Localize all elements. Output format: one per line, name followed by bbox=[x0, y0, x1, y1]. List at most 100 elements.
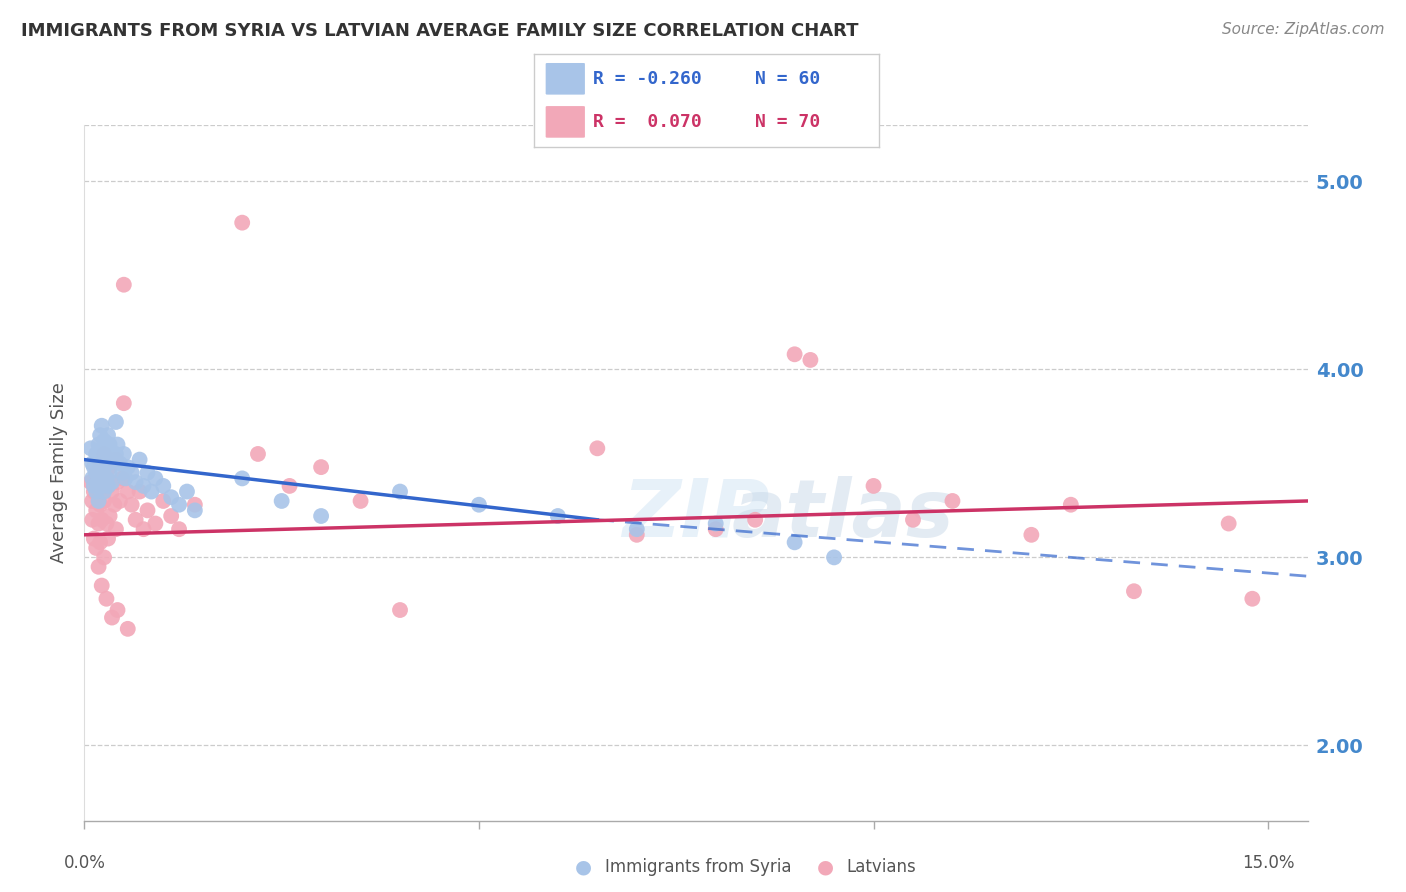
Point bbox=[90, 418, 112, 433]
Point bbox=[87, 559, 110, 574]
Point bbox=[231, 216, 253, 230]
Point bbox=[96, 516, 118, 531]
Point bbox=[97, 456, 120, 470]
Point bbox=[586, 442, 609, 456]
Point bbox=[152, 494, 174, 508]
Point bbox=[84, 466, 107, 480]
Point bbox=[93, 484, 115, 499]
Point bbox=[112, 396, 135, 410]
Point bbox=[89, 475, 111, 490]
Point bbox=[167, 498, 190, 512]
Point bbox=[117, 460, 139, 475]
Point bbox=[145, 471, 167, 485]
Point bbox=[98, 460, 121, 475]
Point bbox=[901, 513, 924, 527]
Point bbox=[104, 447, 127, 461]
Text: R =  0.070: R = 0.070 bbox=[593, 113, 702, 131]
Point bbox=[90, 513, 112, 527]
Point bbox=[84, 466, 107, 480]
Point bbox=[704, 522, 727, 536]
Point bbox=[97, 479, 120, 493]
Point bbox=[93, 550, 115, 565]
Point bbox=[112, 277, 135, 292]
Point bbox=[862, 479, 884, 493]
Point bbox=[104, 522, 127, 536]
Point bbox=[111, 471, 134, 485]
Point bbox=[132, 479, 155, 493]
Point bbox=[145, 516, 167, 531]
Point bbox=[783, 535, 806, 549]
Text: ●: ● bbox=[575, 857, 592, 877]
Point bbox=[121, 466, 143, 480]
Text: N = 70: N = 70 bbox=[755, 113, 820, 131]
Point bbox=[83, 479, 105, 493]
Point bbox=[278, 479, 301, 493]
Point bbox=[87, 437, 110, 451]
Point bbox=[547, 508, 569, 523]
Text: ●: ● bbox=[817, 857, 834, 877]
Point bbox=[97, 532, 120, 546]
Point bbox=[1123, 584, 1146, 599]
Point bbox=[1021, 528, 1043, 542]
Point bbox=[114, 471, 136, 485]
Point bbox=[349, 494, 371, 508]
Point bbox=[626, 528, 648, 542]
Point bbox=[101, 484, 124, 499]
Point bbox=[309, 460, 332, 475]
Point bbox=[83, 532, 105, 546]
Text: N = 60: N = 60 bbox=[755, 70, 820, 87]
Point bbox=[136, 466, 159, 480]
Point bbox=[128, 484, 150, 499]
Point bbox=[626, 522, 648, 536]
FancyBboxPatch shape bbox=[544, 62, 586, 95]
Point bbox=[87, 516, 110, 531]
Point bbox=[184, 498, 207, 512]
Point bbox=[84, 503, 107, 517]
FancyBboxPatch shape bbox=[544, 105, 586, 139]
Point bbox=[152, 479, 174, 493]
Text: 15.0%: 15.0% bbox=[1241, 855, 1295, 872]
Point bbox=[90, 447, 112, 461]
Point bbox=[101, 447, 124, 461]
Text: ZIP: ZIP bbox=[623, 475, 769, 554]
Point bbox=[132, 522, 155, 536]
Text: Source: ZipAtlas.com: Source: ZipAtlas.com bbox=[1222, 22, 1385, 37]
Point bbox=[309, 508, 332, 523]
Point bbox=[84, 541, 107, 555]
Point bbox=[246, 447, 269, 461]
Text: Immigrants from Syria: Immigrants from Syria bbox=[605, 858, 792, 876]
Point bbox=[107, 437, 129, 451]
Point bbox=[103, 452, 125, 467]
Point bbox=[1218, 516, 1240, 531]
Point bbox=[117, 622, 139, 636]
Point bbox=[104, 452, 127, 467]
Point bbox=[108, 456, 131, 470]
Point bbox=[90, 479, 112, 493]
Point bbox=[124, 475, 146, 490]
Point bbox=[97, 428, 120, 442]
Point bbox=[121, 498, 143, 512]
Point bbox=[270, 494, 292, 508]
Point bbox=[141, 484, 163, 499]
Point bbox=[89, 535, 111, 549]
Point bbox=[704, 516, 727, 531]
Point bbox=[98, 466, 121, 480]
Point bbox=[231, 471, 253, 485]
Point bbox=[87, 471, 110, 485]
Point bbox=[101, 610, 124, 624]
Point bbox=[79, 442, 101, 456]
Point bbox=[97, 479, 120, 493]
Point bbox=[1060, 498, 1083, 512]
Point bbox=[160, 508, 183, 523]
Point bbox=[89, 456, 111, 470]
Point bbox=[96, 471, 118, 485]
Point bbox=[87, 479, 110, 493]
Point bbox=[84, 484, 107, 499]
Point bbox=[93, 494, 115, 508]
Point bbox=[104, 415, 127, 429]
Point bbox=[93, 434, 115, 448]
Point bbox=[389, 603, 412, 617]
Point bbox=[1241, 591, 1264, 606]
Point bbox=[93, 447, 115, 461]
Point bbox=[468, 498, 491, 512]
